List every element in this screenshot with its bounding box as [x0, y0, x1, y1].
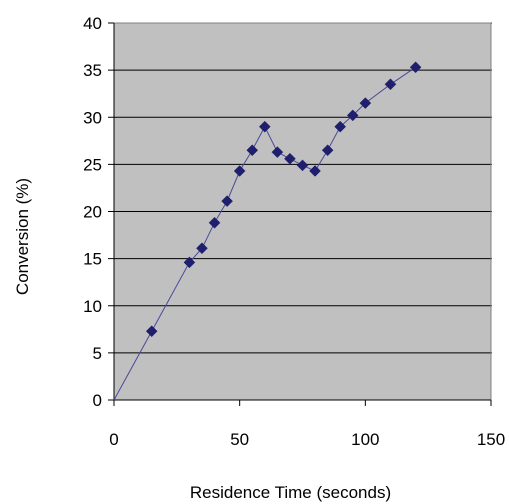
data-point: [409, 61, 422, 74]
data-point: [246, 144, 259, 157]
x-tick-label-150: 150: [477, 430, 505, 449]
plot-area: [113, 22, 492, 401]
data-point: [384, 78, 397, 91]
x-tick-label-100: 100: [351, 430, 379, 449]
y-tick-label-15: 15: [83, 250, 102, 269]
data-point: [346, 109, 359, 122]
y-tick-label-10: 10: [83, 297, 102, 316]
data-point: [309, 165, 321, 177]
data-point: [208, 216, 221, 229]
data-point: [183, 256, 196, 269]
y-tick-label-25: 25: [83, 155, 102, 174]
data-point: [233, 165, 246, 177]
x-tick-label-0: 0: [109, 430, 118, 449]
data-point: [271, 146, 284, 158]
y-tick-label-20: 20: [83, 203, 102, 222]
data-point: [145, 325, 158, 338]
data-point: [334, 120, 347, 133]
y-tick-label-30: 30: [83, 108, 102, 127]
data-point: [196, 242, 208, 255]
y-tick-label-5: 5: [93, 344, 102, 363]
data-point: [296, 159, 309, 172]
data-point: [321, 144, 334, 157]
x-axis-title: Residence Time (seconds): [190, 483, 391, 502]
data-series: [113, 61, 422, 401]
y-tick-label-35: 35: [83, 61, 102, 80]
y-tick-label-0: 0: [93, 391, 102, 410]
data-point: [258, 120, 271, 133]
y-axis-title: Conversion (%): [13, 178, 32, 295]
data-point: [284, 152, 296, 165]
y-tick-label-40: 40: [83, 14, 102, 33]
data-point: [221, 195, 233, 207]
x-tick-label-50: 50: [230, 430, 249, 449]
data-point: [359, 97, 372, 109]
axes: 0 5 10 15 20 25 30 35 40 0 50 100 150: [83, 14, 505, 449]
